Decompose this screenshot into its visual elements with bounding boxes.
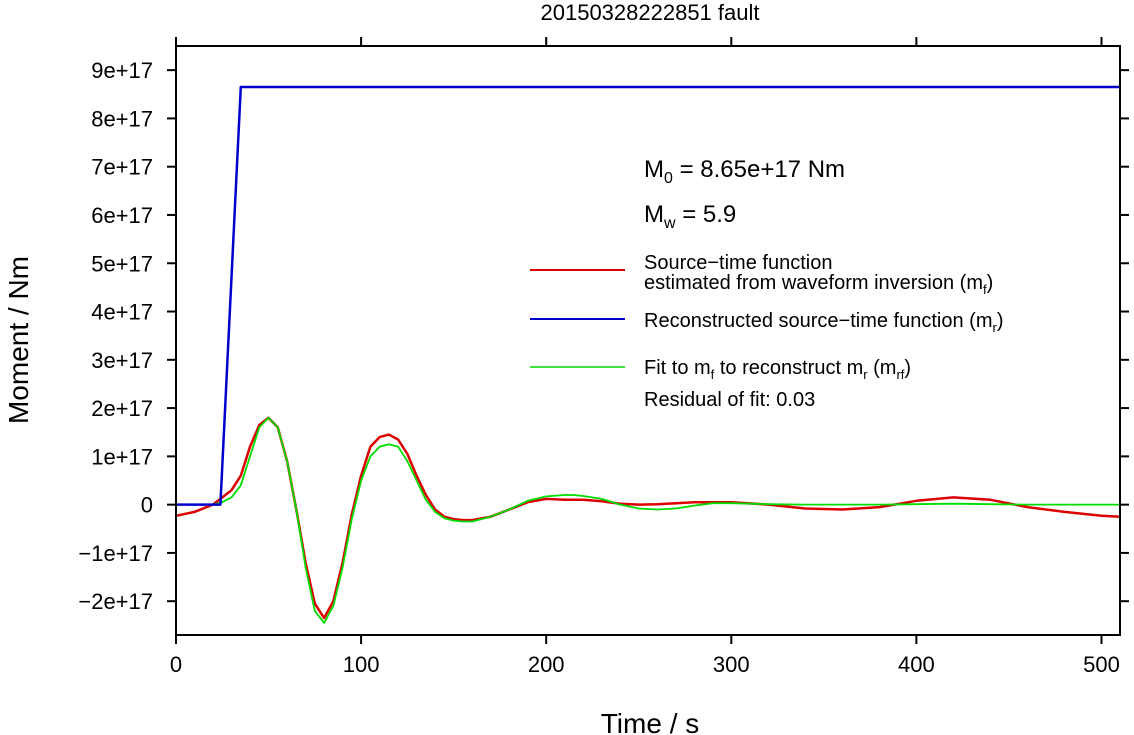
y-tick-label: 7e+17: [91, 155, 153, 180]
y-tick-label: 4e+17: [91, 300, 153, 325]
legend-blue-pre: Reconstructed source−time function (m: [644, 310, 993, 332]
mw-sub: w: [663, 215, 676, 232]
legend-green-label: Fit to mf to reconstruct mr (mrf): [644, 357, 911, 382]
series-line-green: [176, 416, 1120, 624]
y-tick-label: 1e+17: [91, 444, 153, 469]
x-tick-label: 500: [1083, 652, 1120, 677]
legend-red-sub: f: [983, 282, 987, 297]
y-tick-label: −1e+17: [78, 541, 153, 566]
legend-green-post: ): [904, 357, 911, 379]
legend-red-line2: estimated from waveform inversion (mf): [644, 272, 993, 297]
x-tick-label: 0: [170, 652, 182, 677]
m0-value: = 8.65e+17 Nm: [673, 156, 845, 183]
m0-prefix: M: [644, 156, 664, 183]
chart-title: 20150328222851 fault: [541, 0, 760, 25]
y-tick-label: 9e+17: [91, 58, 153, 83]
y-axis-label: Moment / Nm: [3, 256, 34, 424]
residual-annotation: Residual of fit: 0.03: [644, 389, 815, 411]
legend-green-sub1: f: [711, 367, 715, 382]
legend-blue-label: Reconstructed source−time function (mr): [644, 310, 1004, 335]
series-layer: [175, 85, 1121, 624]
legend: Source−time function estimated from wave…: [530, 252, 1004, 411]
legend-green-sub2: r: [863, 367, 868, 382]
x-tick-label: 100: [343, 652, 380, 677]
mw-annotation: Mw = 5.9: [644, 201, 736, 232]
x-tick-label: 300: [713, 652, 750, 677]
y-tick-label: 5e+17: [91, 251, 153, 276]
legend-green-pre1: Fit to m: [644, 357, 711, 379]
y-tick-label: 2e+17: [91, 396, 153, 421]
series-line-blue: [176, 85, 1120, 506]
y-tick-label: 0: [141, 493, 153, 518]
y-tick-label: −2e+17: [78, 589, 153, 614]
legend-red-post: ): [987, 272, 994, 294]
mw-prefix: M: [644, 201, 664, 228]
plot-frame: [175, 45, 1121, 636]
legend-blue-post: ): [997, 310, 1004, 332]
x-tick-label: 400: [898, 652, 935, 677]
mw-value: = 5.9: [676, 201, 737, 228]
x-axis: 0 100 200 300 400 500: [170, 37, 1120, 677]
m0-sub: 0: [664, 170, 673, 187]
legend-green-pre2: (m: [868, 357, 897, 379]
legend-green-sub3: rf: [896, 367, 904, 382]
legend-blue-sub: r: [993, 320, 998, 335]
m0-annotation: M0 = 8.65e+17 Nm: [644, 156, 845, 187]
x-tick-label: 200: [528, 652, 565, 677]
series-line-red: [175, 416, 1121, 620]
y-tick-label: 3e+17: [91, 348, 153, 373]
legend-red-pre: estimated from waveform inversion (m: [644, 272, 983, 294]
x-axis-label: Time / s: [601, 708, 700, 735]
y-tick-label: 8e+17: [91, 106, 153, 131]
y-axis: −2e+17 −1e+17 0 1e+17 2e+17 3e+17 4e+17 5e+17 6e…: [78, 58, 1129, 614]
y-tick-label: 6e+17: [91, 203, 153, 228]
legend-green-mid: to reconstruct m: [714, 357, 863, 379]
legend-red-line1: Source−time function: [644, 252, 832, 274]
